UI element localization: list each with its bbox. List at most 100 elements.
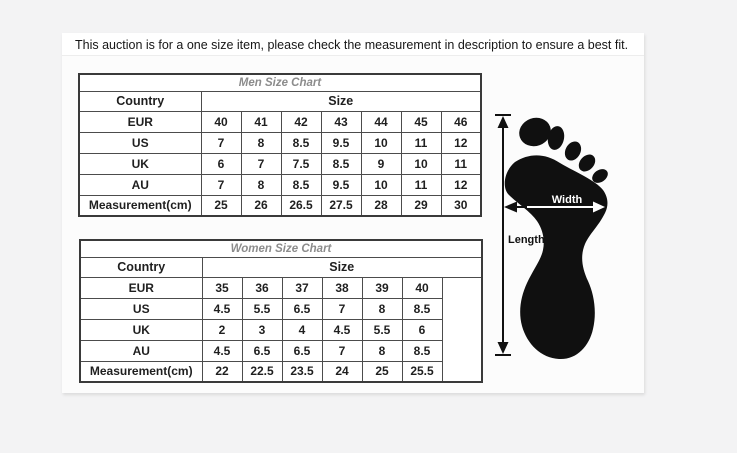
size-value-cell: 8.5 bbox=[401, 297, 443, 320]
row-label: EUR bbox=[79, 276, 203, 299]
size-value-cell: 8.5 bbox=[280, 131, 322, 154]
size-value-cell: 39 bbox=[361, 276, 403, 299]
size-value-cell: 9 bbox=[360, 152, 402, 175]
size-value-cell: 41 bbox=[240, 110, 282, 133]
empty-size-cell bbox=[441, 276, 483, 383]
size-value-cell: 11 bbox=[400, 131, 442, 154]
table-row: Measurement(cm) 22 22.5 23.5 24 25 25.5 bbox=[79, 360, 482, 383]
size-value-cell: 28 bbox=[360, 194, 402, 217]
size-value-cell: 7 bbox=[240, 152, 282, 175]
size-value-cell: 22.5 bbox=[241, 360, 283, 383]
size-value-cell: 12 bbox=[440, 173, 482, 196]
table-row: UK 2 3 4 4.5 5.5 6 bbox=[79, 318, 482, 341]
size-value-cell: 25 bbox=[361, 360, 403, 383]
row-label: AU bbox=[78, 173, 202, 196]
size-value-cell: 8 bbox=[240, 131, 282, 154]
size-value-cell: 40 bbox=[401, 276, 443, 299]
row-label: AU bbox=[79, 339, 203, 362]
size-value-cell: 8.5 bbox=[320, 152, 362, 175]
size-value-cell: 6.5 bbox=[241, 339, 283, 362]
size-value-cell: 7 bbox=[200, 131, 242, 154]
size-value-cell: 7.5 bbox=[280, 152, 322, 175]
width-label: Width bbox=[552, 194, 583, 206]
size-value-cell: 11 bbox=[440, 152, 482, 175]
size-value-cell: 8 bbox=[240, 173, 282, 196]
size-value-cell: 25.5 bbox=[401, 360, 443, 383]
size-value-cell: 10 bbox=[360, 131, 402, 154]
size-value-cell: 10 bbox=[360, 173, 402, 196]
length-label: Length bbox=[508, 234, 545, 246]
size-value-cell: 7 bbox=[321, 297, 363, 320]
size-value-cell: 40 bbox=[200, 110, 242, 133]
table-row: UK 6 7 7.5 8.5 9 10 11 bbox=[78, 152, 482, 175]
row-label: UK bbox=[78, 152, 202, 175]
size-value-cell: 9.5 bbox=[320, 131, 362, 154]
size-value-cell: 5.5 bbox=[361, 318, 403, 341]
table-row: EUR 35 36 37 38 39 40 bbox=[79, 276, 483, 383]
size-value-cell: 44 bbox=[360, 110, 402, 133]
size-column-header: Size bbox=[201, 256, 483, 278]
size-value-cell: 45 bbox=[400, 110, 442, 133]
table-row: Measurement(cm) 25 26 26.5 27.5 28 29 30 bbox=[78, 194, 482, 217]
row-label: US bbox=[78, 131, 202, 154]
auction-size-chart-panel: This auction is for a one size item, ple… bbox=[62, 33, 644, 393]
size-value-cell: 6 bbox=[401, 318, 443, 341]
size-value-cell: 30 bbox=[440, 194, 482, 217]
country-column-header: Country bbox=[79, 256, 203, 278]
women-size-chart-table: Women Size Chart Country Size EUR 35 36 37 38 39… bbox=[79, 239, 483, 383]
country-column-header: Country bbox=[78, 90, 202, 112]
size-value-cell: 4 bbox=[281, 318, 323, 341]
size-value-cell: 6.5 bbox=[281, 339, 323, 362]
size-value-cell: 43 bbox=[320, 110, 362, 133]
chart-title: Women Size Chart bbox=[79, 239, 483, 258]
auction-notice-text: This auction is for a one size item, ple… bbox=[62, 33, 644, 56]
size-value-cell: 25 bbox=[200, 194, 242, 217]
size-value-cell: 9.5 bbox=[320, 173, 362, 196]
size-value-cell: 3 bbox=[241, 318, 283, 341]
size-value-cell: 38 bbox=[321, 276, 363, 299]
size-value-cell: 4.5 bbox=[321, 318, 363, 341]
size-value-cell: 12 bbox=[440, 131, 482, 154]
size-value-cell: 6 bbox=[200, 152, 242, 175]
size-value-cell: 8.5 bbox=[401, 339, 443, 362]
size-value-cell: 27.5 bbox=[320, 194, 362, 217]
row-label: Measurement(cm) bbox=[78, 194, 202, 217]
size-value-cell: 4.5 bbox=[201, 339, 243, 362]
table-row: AU 4.5 6.5 6.5 7 8 8.5 bbox=[79, 339, 482, 362]
size-value-cell: 36 bbox=[241, 276, 283, 299]
size-value-cell: 8.5 bbox=[280, 173, 322, 196]
size-value-cell: 26 bbox=[240, 194, 282, 217]
size-value-cell: 2 bbox=[201, 318, 243, 341]
row-label: UK bbox=[79, 318, 203, 341]
size-value-cell: 29 bbox=[400, 194, 442, 217]
size-value-cell: 6.5 bbox=[281, 297, 323, 320]
size-value-cell: 24 bbox=[321, 360, 363, 383]
width-arrow bbox=[504, 201, 605, 213]
foot-measurement-diagram: Length Width bbox=[495, 114, 608, 360]
table-row: US 7 8 8.5 9.5 10 11 12 bbox=[78, 131, 482, 154]
size-value-cell: 11 bbox=[400, 173, 442, 196]
table-row: AU 7 8 8.5 9.5 10 11 12 bbox=[78, 173, 482, 196]
size-value-cell: 5.5 bbox=[241, 297, 283, 320]
size-value-cell: 46 bbox=[440, 110, 482, 133]
size-value-cell: 42 bbox=[280, 110, 322, 133]
size-value-cell: 26.5 bbox=[280, 194, 322, 217]
size-value-cell: 7 bbox=[200, 173, 242, 196]
size-value-cell: 4.5 bbox=[201, 297, 243, 320]
row-label: EUR bbox=[78, 110, 202, 133]
size-value-cell: 35 bbox=[201, 276, 243, 299]
size-value-cell: 37 bbox=[281, 276, 323, 299]
size-value-cell: 22 bbox=[201, 360, 243, 383]
size-value-cell: 8 bbox=[361, 297, 403, 320]
row-label: Measurement(cm) bbox=[79, 360, 203, 383]
size-value-cell: 10 bbox=[400, 152, 442, 175]
size-value-cell: 7 bbox=[321, 339, 363, 362]
size-value-cell: 23.5 bbox=[281, 360, 323, 383]
chart-title: Men Size Chart bbox=[78, 73, 482, 92]
men-size-chart-table: Men Size Chart Country Size EUR 40 41 42 43 44 45… bbox=[78, 73, 482, 217]
row-label: US bbox=[79, 297, 203, 320]
length-arrow bbox=[495, 114, 511, 356]
table-row: EUR 40 41 42 43 44 45 46 bbox=[78, 110, 482, 133]
size-value-cell: 8 bbox=[361, 339, 403, 362]
size-column-header: Size bbox=[200, 90, 482, 112]
